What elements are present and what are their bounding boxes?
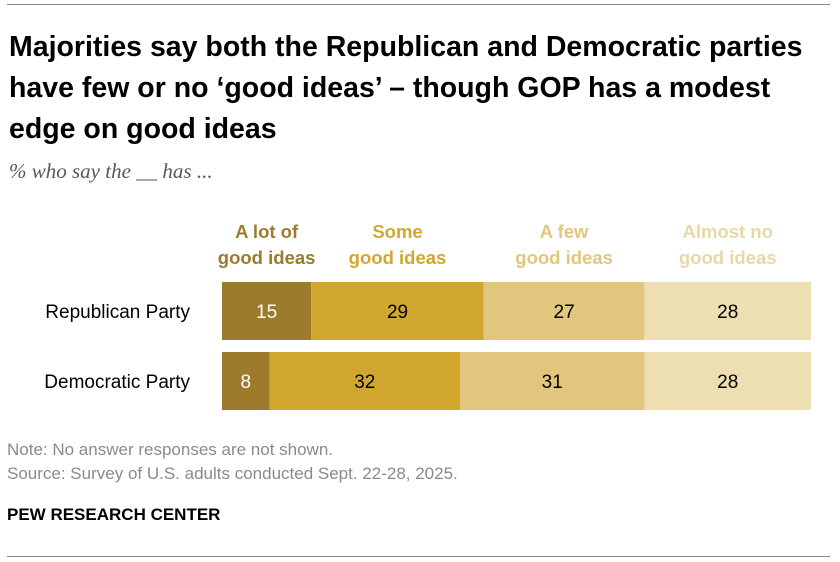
- bar-democratic-party-a-lot-of-good-ideas: [222, 352, 270, 410]
- chart-note: Note: No answer responses are not shown.: [7, 440, 334, 459]
- bar-republican-party-a-few-good-ideas-label: 27: [554, 302, 575, 323]
- chart-subtitle: % who say the __ has ...: [9, 159, 213, 183]
- bar-democratic-party-almost-no-good-ideas: [644, 352, 811, 410]
- bar-democratic-party-some-good-ideas-label: 32: [354, 372, 375, 393]
- bar-republican-party-almost-no-good-ideas-label: 28: [717, 302, 738, 323]
- bar-democratic-party-a-few-good-ideas: [459, 352, 645, 410]
- bar-republican-party-some-good-ideas: [311, 282, 484, 340]
- bottom-rule: [7, 556, 830, 557]
- bar-democratic-party-almost-no-good-ideas-label: 28: [717, 372, 738, 393]
- bar-republican-party-a-lot-of-good-ideas-label: 15: [256, 302, 277, 323]
- bar-republican-party-almost-no-good-ideas: [644, 282, 811, 340]
- bar-democratic-party-a-lot-of-good-ideas-label: 8: [241, 372, 252, 393]
- chart-source: Source: Survey of U.S. adults conducted …: [7, 464, 458, 483]
- bar-republican-party-a-lot-of-good-ideas: [222, 282, 312, 340]
- legend-almost-no-good-ideas: Almost no good ideas: [679, 221, 777, 268]
- legend-a-few-good-ideas: A few good ideas: [515, 221, 613, 268]
- top-rule: [7, 4, 830, 5]
- stacked-bar-chart: A lot of good ideas Some good ideas A few goo…: [44, 221, 811, 410]
- bar-democratic-party-some-good-ideas: [269, 352, 460, 410]
- bar-republican-party-a-few-good-ideas: [483, 282, 645, 340]
- pew-research-center-logo: PEW RESEARCH CENTER: [7, 505, 221, 524]
- legend-a-lot-of-good-ideas: A lot of good ideas: [218, 221, 316, 268]
- row-label-republican-party: Republican Party: [45, 302, 190, 323]
- chart-title: Majorities say both the Republican and D…: [9, 31, 803, 145]
- bar-republican-party-some-good-ideas-label: 29: [387, 302, 408, 323]
- bar-democratic-party-a-few-good-ideas-label: 31: [542, 372, 563, 393]
- legend-some-good-ideas: Some good ideas: [349, 221, 447, 268]
- row-label-democratic-party: Democratic Party: [44, 372, 190, 393]
